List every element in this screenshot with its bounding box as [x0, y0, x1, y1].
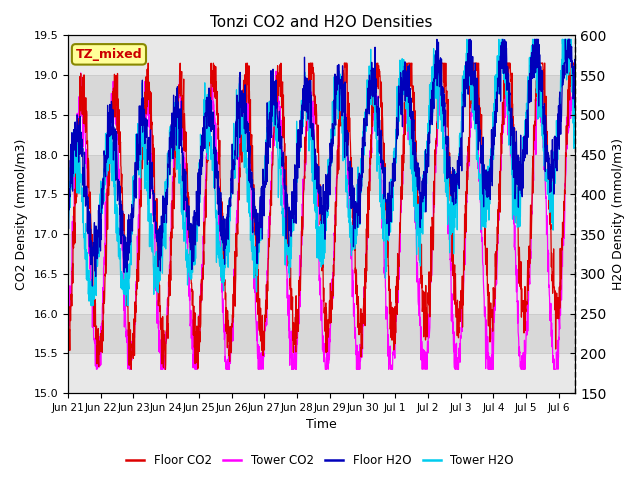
Line: Tower H2O: Tower H2O: [68, 39, 575, 306]
Tower CO2: [298, 228, 305, 234]
Bar: [68, 353, 575, 393]
Bar: [68, 155, 575, 194]
Floor H2O: [90, 230, 98, 236]
Floor H2O: [311, 177, 319, 182]
Legend: Floor CO2, Tower CO2, Floor H2O, Tower H2O: Floor CO2, Tower CO2, Floor H2O, Tower H…: [122, 449, 518, 472]
Floor CO2: [557, 286, 564, 292]
Tower H2O: [557, 80, 565, 86]
Floor CO2: [311, 94, 319, 100]
Bar: [68, 313, 575, 353]
Bar: [68, 234, 575, 274]
Tower CO2: [372, 67, 380, 72]
Tower CO2: [90, 336, 98, 342]
Tower CO2: [572, 110, 579, 116]
Floor CO2: [572, 60, 579, 66]
Bar: [68, 194, 575, 234]
Floor CO2: [127, 366, 135, 372]
Floor CO2: [90, 292, 98, 298]
Y-axis label: H2O Density (mmol/m3): H2O Density (mmol/m3): [612, 138, 625, 290]
Tower CO2: [93, 366, 100, 372]
Line: Floor H2O: Floor H2O: [68, 39, 575, 286]
Tower H2O: [298, 97, 305, 103]
Title: Tonzi CO2 and H2O Densities: Tonzi CO2 and H2O Densities: [211, 15, 433, 30]
Tower H2O: [557, 68, 564, 73]
Bar: [68, 36, 575, 75]
Tower H2O: [311, 204, 319, 210]
Tower CO2: [557, 288, 564, 293]
Line: Floor CO2: Floor CO2: [68, 63, 575, 369]
Tower CO2: [64, 338, 72, 344]
Line: Tower CO2: Tower CO2: [68, 70, 575, 369]
Floor H2O: [557, 111, 565, 117]
Text: TZ_mixed: TZ_mixed: [76, 48, 142, 61]
Tower CO2: [464, 144, 472, 150]
Floor H2O: [64, 204, 72, 210]
Floor H2O: [88, 283, 96, 289]
Bar: [68, 274, 575, 313]
Tower CO2: [311, 153, 319, 159]
Floor CO2: [64, 321, 72, 327]
Y-axis label: CO2 Density (mmol/m3): CO2 Density (mmol/m3): [15, 139, 28, 290]
Floor CO2: [298, 214, 305, 220]
Floor H2O: [298, 112, 305, 118]
Floor H2O: [464, 60, 472, 65]
Floor H2O: [433, 36, 441, 42]
Floor H2O: [572, 60, 579, 66]
Tower H2O: [572, 108, 579, 114]
Floor CO2: [145, 60, 152, 66]
Floor CO2: [464, 156, 472, 162]
Tower H2O: [463, 36, 470, 42]
Bar: [68, 75, 575, 115]
Tower H2O: [64, 231, 72, 237]
Tower CO2: [557, 290, 565, 296]
Tower H2O: [90, 292, 98, 298]
X-axis label: Time: Time: [307, 419, 337, 432]
Floor CO2: [557, 262, 565, 268]
Bar: [68, 115, 575, 155]
Tower H2O: [464, 75, 472, 81]
Tower H2O: [87, 303, 95, 309]
Floor H2O: [557, 132, 564, 137]
